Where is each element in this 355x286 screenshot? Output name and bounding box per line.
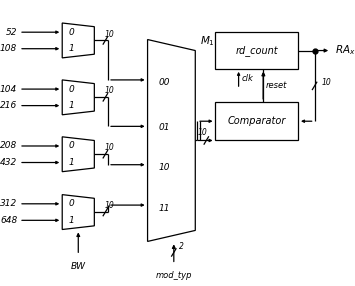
Text: 10: 10 <box>105 201 115 210</box>
Text: 10: 10 <box>105 29 115 39</box>
Text: 648: 648 <box>0 216 17 225</box>
Text: 312: 312 <box>0 199 17 208</box>
Text: 11: 11 <box>158 204 170 213</box>
Text: 01: 01 <box>158 123 170 132</box>
Text: rd_count: rd_count <box>235 45 278 56</box>
Text: $RA_x$: $RA_x$ <box>335 44 355 57</box>
Polygon shape <box>62 195 94 229</box>
Text: 104: 104 <box>0 85 17 94</box>
Text: 00: 00 <box>158 78 170 88</box>
Text: mod_typ: mod_typ <box>155 271 192 280</box>
Polygon shape <box>62 23 94 58</box>
Text: 10: 10 <box>198 128 208 137</box>
Text: BW: BW <box>71 262 86 271</box>
Text: 0: 0 <box>69 199 74 208</box>
Bar <box>215 102 298 140</box>
Text: clk: clk <box>241 74 253 84</box>
Bar <box>215 32 298 69</box>
Text: 0: 0 <box>69 142 74 150</box>
Text: 0: 0 <box>69 85 74 94</box>
Text: 1: 1 <box>69 101 74 110</box>
Text: 1: 1 <box>69 158 74 167</box>
Polygon shape <box>62 137 94 172</box>
Text: 208: 208 <box>0 142 17 150</box>
Text: 1: 1 <box>69 44 74 53</box>
Text: 10: 10 <box>322 78 332 87</box>
Text: reset: reset <box>266 81 288 90</box>
Text: 1: 1 <box>69 216 74 225</box>
Text: 10: 10 <box>105 86 115 96</box>
Polygon shape <box>148 39 195 241</box>
Text: 0: 0 <box>69 28 74 37</box>
Text: 10: 10 <box>105 143 115 152</box>
Text: $M_1$: $M_1$ <box>200 35 215 48</box>
Text: 2: 2 <box>179 243 184 251</box>
Text: 432: 432 <box>0 158 17 167</box>
Text: 216: 216 <box>0 101 17 110</box>
Text: 108: 108 <box>0 44 17 53</box>
Text: 52: 52 <box>6 28 17 37</box>
Polygon shape <box>62 80 94 115</box>
Text: Comparator: Comparator <box>228 116 286 126</box>
Text: 10: 10 <box>158 163 170 172</box>
